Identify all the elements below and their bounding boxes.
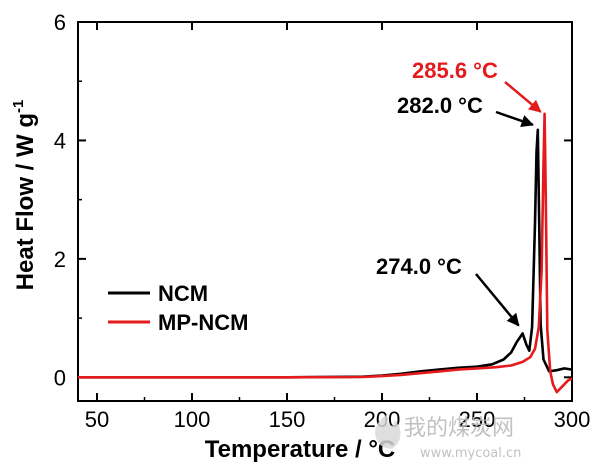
legend-label-mp-ncm: MP-NCM bbox=[158, 310, 248, 335]
x-tick-label-100: 100 bbox=[174, 407, 211, 432]
watermark: 我的煤炭网 www.mycoal.cn bbox=[375, 414, 521, 461]
annotation-arrow-1 bbox=[495, 110, 534, 127]
y-axis-title: Heat Flow / W g-1 bbox=[10, 100, 39, 291]
annotation-label-2: 274.0 °C bbox=[376, 254, 462, 279]
y-tick-label-6: 6 bbox=[54, 10, 66, 35]
x-axis-title-main: Temperature / bbox=[205, 436, 369, 463]
annotation-arrow-2 bbox=[475, 273, 520, 327]
annotation-label-1: 282.0 °C bbox=[397, 93, 483, 118]
plot-frame bbox=[77, 21, 573, 402]
x-tick-label-50: 50 bbox=[85, 407, 109, 432]
x-tick-label-150: 150 bbox=[269, 407, 306, 432]
x-axis-title: Temperature / °C bbox=[205, 436, 396, 463]
annotation-label-0: 285.6 °C bbox=[412, 58, 498, 83]
series-line-ncm bbox=[78, 128, 573, 379]
series-layer bbox=[78, 112, 573, 394]
annotation-arrow-0 bbox=[504, 81, 542, 113]
legend: NCM MP-NCM bbox=[108, 281, 248, 335]
y-tick-label-2: 2 bbox=[54, 247, 66, 272]
x-tick-label-300: 300 bbox=[554, 407, 591, 432]
annotation-layer: 285.6 °C 282.0 °C 274.0 °C bbox=[376, 58, 542, 327]
watermark-flame-icon bbox=[375, 414, 401, 449]
watermark-text-url: www.mycoal.cn bbox=[420, 446, 521, 461]
plot-area: 501001502002503000246 bbox=[54, 10, 591, 432]
y-axis-title-superscript: -1 bbox=[10, 100, 27, 113]
series-line-mp-ncm bbox=[78, 112, 573, 394]
watermark-text-cn: 我的煤炭网 bbox=[404, 416, 514, 441]
x-tick-label-250: 250 bbox=[459, 407, 496, 432]
y-axis-title-main: Heat Flow / W g bbox=[12, 113, 39, 290]
legend-label-ncm: NCM bbox=[158, 281, 208, 306]
y-tick-label-4: 4 bbox=[54, 128, 66, 153]
y-tick-label-0: 0 bbox=[54, 365, 66, 390]
